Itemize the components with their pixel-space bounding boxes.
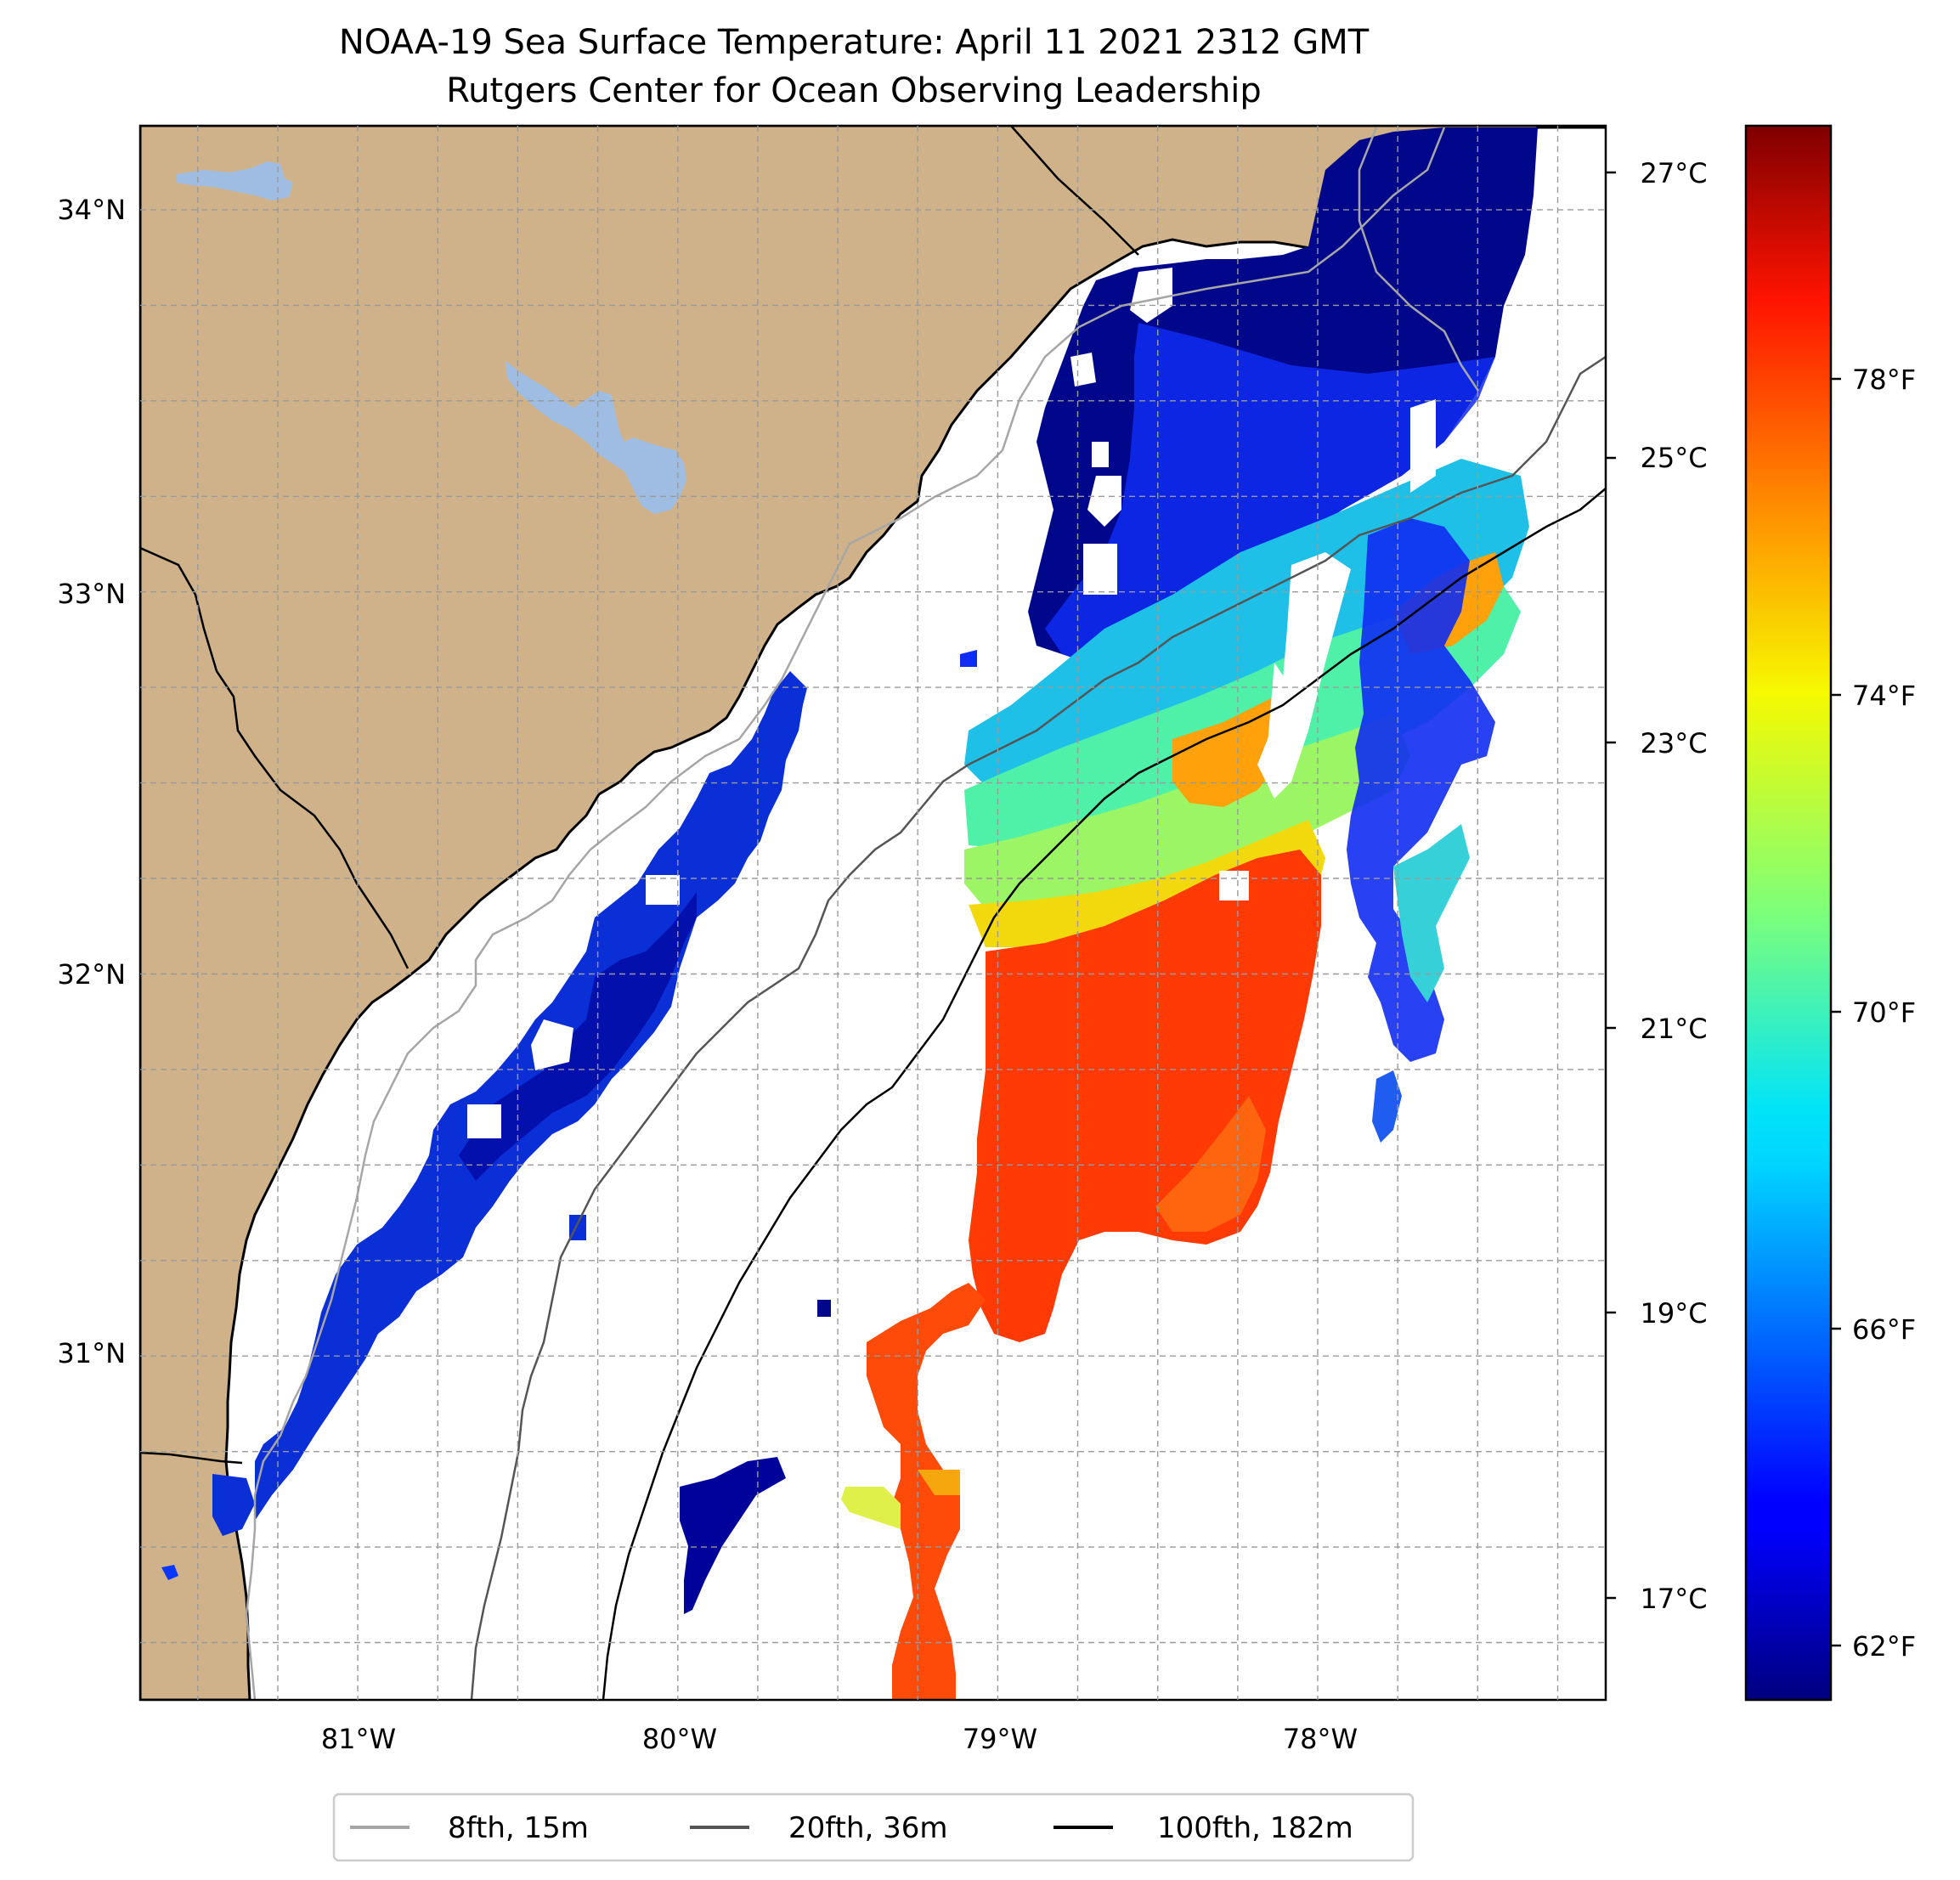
fahrenheit-label: 62°F: [1852, 1630, 1916, 1663]
cloud-gap-2: [531, 1019, 573, 1070]
colorbar-fahrenheit-axis: 78°F 74°F 70°F 66°F 62°F: [1852, 364, 1916, 1663]
colorbar-gradient: [1744, 124, 1833, 1702]
isobath-legend: 8fth, 15m 20fth, 36m 100fth, 182m: [332, 1792, 1415, 1862]
lake-marion: [506, 361, 686, 514]
isobath-8fth: [245, 127, 1446, 1700]
lat-ticks: 34°N 33°N 32°N 31°N: [57, 194, 126, 1369]
fahrenheit-label: 70°F: [1852, 996, 1916, 1029]
title-line-2: Rutgers Center for Ocean Observing Leade…: [446, 71, 1262, 110]
border-nc-sc: [1010, 126, 1139, 256]
fahrenheit-label: 78°F: [1852, 364, 1916, 396]
lon-label: 78°W: [1283, 1723, 1358, 1755]
border-ga-fl: [140, 1451, 243, 1465]
legend-label-20fth: 20fth, 36m: [788, 1811, 948, 1845]
cloud-gap-3: [467, 1104, 501, 1138]
fahrenheit-label: 66°F: [1852, 1313, 1916, 1346]
legend-label-8fth: 8fth, 15m: [448, 1811, 589, 1845]
isobaths: [245, 127, 1606, 1700]
lon-label: 81°W: [321, 1723, 396, 1755]
cloud-gaps: [1070, 268, 1436, 900]
legend-label-100fth: 100fth, 182m: [1157, 1811, 1353, 1845]
colorbar-celsius-ticks: [1606, 171, 1616, 1600]
lat-label: 33°N: [57, 578, 126, 610]
sst-patch-southwest: [212, 1474, 255, 1536]
sst-field-offshore: [569, 127, 1538, 1700]
sst-patch-south-small: [680, 1457, 786, 1614]
fahrenheit-label: 74°F: [1852, 680, 1916, 712]
celsius-label: 25°C: [1640, 442, 1707, 474]
colorbar-celsius-axis: 27°C 25°C 23°C 21°C 19°C 17°C: [1640, 157, 1707, 1615]
title-line-1: NOAA-19 Sea Surface Temperature: April 1…: [339, 23, 1370, 62]
celsius-label: 17°C: [1640, 1583, 1707, 1615]
lat-label: 34°N: [57, 194, 126, 226]
colorbar-fahrenheit-ticks: [1831, 377, 1841, 1647]
lake-small: [161, 1565, 178, 1580]
land-mass: [140, 126, 1606, 1700]
isobath-100fth: [602, 488, 1606, 1700]
lon-label: 80°W: [642, 1723, 717, 1755]
cloud-gap-1: [646, 875, 680, 905]
isobath-8fth-north: [1358, 127, 1480, 392]
map-panel: [140, 126, 1606, 1700]
legend-box: [332, 1792, 1415, 1862]
lon-label: 79°W: [963, 1723, 1037, 1755]
isobath-20fth: [470, 355, 1606, 1700]
lake-norman-area: [177, 161, 293, 200]
colorbar: 27°C 25°C 23°C 21°C 19°C 17°C 78°F 74°F …: [1606, 124, 1916, 1702]
celsius-label: 23°C: [1640, 727, 1707, 759]
lat-label: 32°N: [57, 958, 126, 991]
celsius-label: 27°C: [1640, 157, 1707, 189]
celsius-label: 19°C: [1640, 1297, 1707, 1330]
lat-label: 31°N: [57, 1337, 126, 1369]
lon-ticks: 81°W 80°W 79°W 78°W: [321, 1723, 1358, 1755]
graticule: [140, 126, 1606, 1700]
map-frame: [138, 124, 1607, 1702]
celsius-label: 21°C: [1640, 1013, 1707, 1045]
